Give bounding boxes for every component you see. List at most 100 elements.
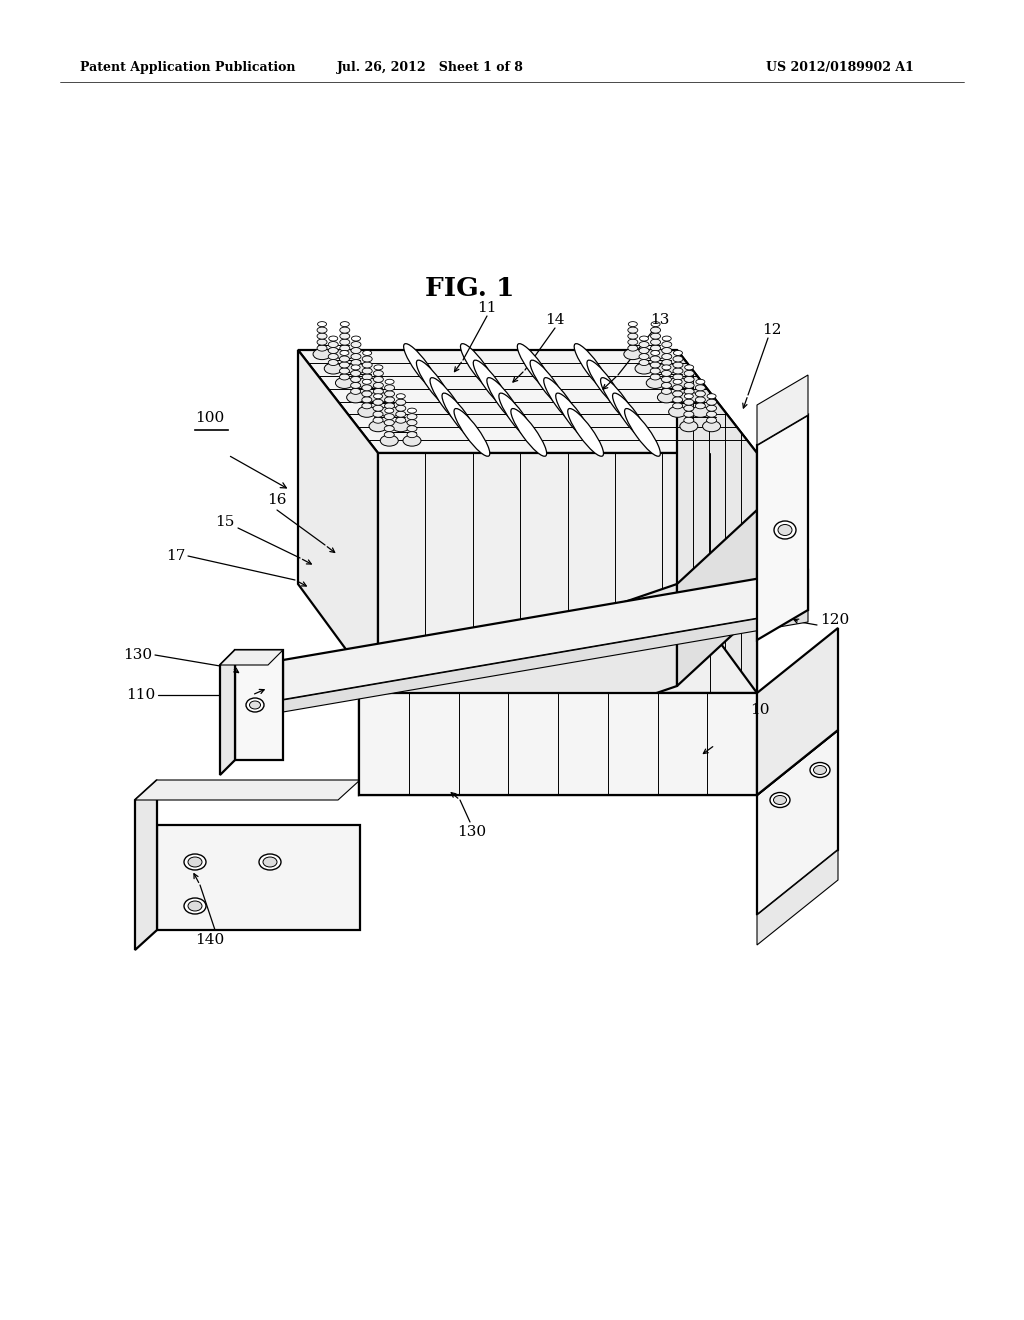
Ellipse shape <box>674 351 682 355</box>
Ellipse shape <box>339 362 349 368</box>
Polygon shape <box>677 510 757 686</box>
Ellipse shape <box>384 425 394 432</box>
Ellipse shape <box>358 378 376 388</box>
Ellipse shape <box>385 379 394 384</box>
Text: 15: 15 <box>215 515 234 529</box>
Ellipse shape <box>662 388 672 395</box>
Ellipse shape <box>673 356 683 362</box>
Ellipse shape <box>385 391 394 397</box>
Ellipse shape <box>362 356 372 362</box>
Polygon shape <box>757 375 808 445</box>
Ellipse shape <box>329 359 338 366</box>
Ellipse shape <box>774 521 796 539</box>
Ellipse shape <box>499 393 535 441</box>
Ellipse shape <box>684 376 694 383</box>
Ellipse shape <box>707 393 716 399</box>
Ellipse shape <box>530 360 566 408</box>
Text: Jul. 26, 2012   Sheet 1 of 8: Jul. 26, 2012 Sheet 1 of 8 <box>337 62 523 74</box>
Polygon shape <box>757 414 808 640</box>
Polygon shape <box>757 730 838 915</box>
Ellipse shape <box>646 348 665 359</box>
Ellipse shape <box>685 364 693 370</box>
Ellipse shape <box>329 354 338 359</box>
Ellipse shape <box>662 354 672 359</box>
Polygon shape <box>378 453 757 693</box>
Ellipse shape <box>544 378 580 425</box>
Ellipse shape <box>650 327 660 333</box>
Ellipse shape <box>374 376 383 383</box>
Ellipse shape <box>695 403 706 409</box>
Ellipse shape <box>662 376 672 383</box>
Ellipse shape <box>336 348 353 359</box>
Ellipse shape <box>351 342 361 347</box>
Polygon shape <box>359 583 677 795</box>
Text: 12: 12 <box>762 323 781 337</box>
Text: 120: 120 <box>820 612 849 627</box>
Ellipse shape <box>336 378 353 388</box>
Ellipse shape <box>362 368 372 374</box>
Ellipse shape <box>707 417 717 424</box>
Polygon shape <box>135 780 157 950</box>
Ellipse shape <box>246 698 264 711</box>
Ellipse shape <box>340 351 349 355</box>
Polygon shape <box>298 350 378 693</box>
Ellipse shape <box>639 347 649 354</box>
Ellipse shape <box>770 792 790 808</box>
Ellipse shape <box>373 417 383 424</box>
Ellipse shape <box>384 432 394 438</box>
Polygon shape <box>757 628 838 795</box>
Ellipse shape <box>403 436 421 446</box>
Ellipse shape <box>684 393 693 399</box>
Ellipse shape <box>662 383 672 388</box>
Ellipse shape <box>684 417 694 424</box>
Ellipse shape <box>188 902 202 911</box>
Ellipse shape <box>407 432 417 438</box>
Polygon shape <box>298 350 757 453</box>
Ellipse shape <box>313 348 331 359</box>
Polygon shape <box>157 825 360 931</box>
Ellipse shape <box>396 405 406 412</box>
Ellipse shape <box>662 347 672 354</box>
Ellipse shape <box>650 362 660 368</box>
Ellipse shape <box>680 392 698 403</box>
Ellipse shape <box>461 343 497 391</box>
Ellipse shape <box>662 342 672 347</box>
Ellipse shape <box>673 403 683 409</box>
Ellipse shape <box>396 399 406 405</box>
Ellipse shape <box>385 385 394 391</box>
Ellipse shape <box>407 413 417 420</box>
Ellipse shape <box>407 420 417 425</box>
Ellipse shape <box>403 343 439 391</box>
Text: 10: 10 <box>750 704 769 717</box>
Ellipse shape <box>184 854 206 870</box>
Ellipse shape <box>810 763 830 777</box>
Ellipse shape <box>624 348 642 359</box>
Ellipse shape <box>385 408 394 413</box>
Polygon shape <box>757 850 838 945</box>
Ellipse shape <box>350 371 360 376</box>
Ellipse shape <box>184 898 206 913</box>
Ellipse shape <box>556 393 592 441</box>
Ellipse shape <box>357 407 376 417</box>
Text: 14: 14 <box>545 313 565 327</box>
Ellipse shape <box>673 362 683 368</box>
Ellipse shape <box>374 383 383 388</box>
Ellipse shape <box>340 322 349 326</box>
Text: 130: 130 <box>458 825 486 840</box>
Ellipse shape <box>454 408 489 457</box>
Ellipse shape <box>263 857 278 867</box>
Ellipse shape <box>374 388 383 395</box>
Ellipse shape <box>362 362 372 368</box>
Ellipse shape <box>639 342 649 347</box>
Ellipse shape <box>396 393 406 399</box>
Text: US 2012/0189902 A1: US 2012/0189902 A1 <box>766 62 914 74</box>
Text: 110: 110 <box>126 688 155 702</box>
Ellipse shape <box>373 405 383 412</box>
Polygon shape <box>677 350 757 693</box>
Ellipse shape <box>373 412 383 417</box>
Ellipse shape <box>640 337 648 341</box>
Ellipse shape <box>650 356 660 362</box>
Ellipse shape <box>381 407 398 417</box>
Ellipse shape <box>325 363 342 374</box>
Ellipse shape <box>657 392 676 403</box>
